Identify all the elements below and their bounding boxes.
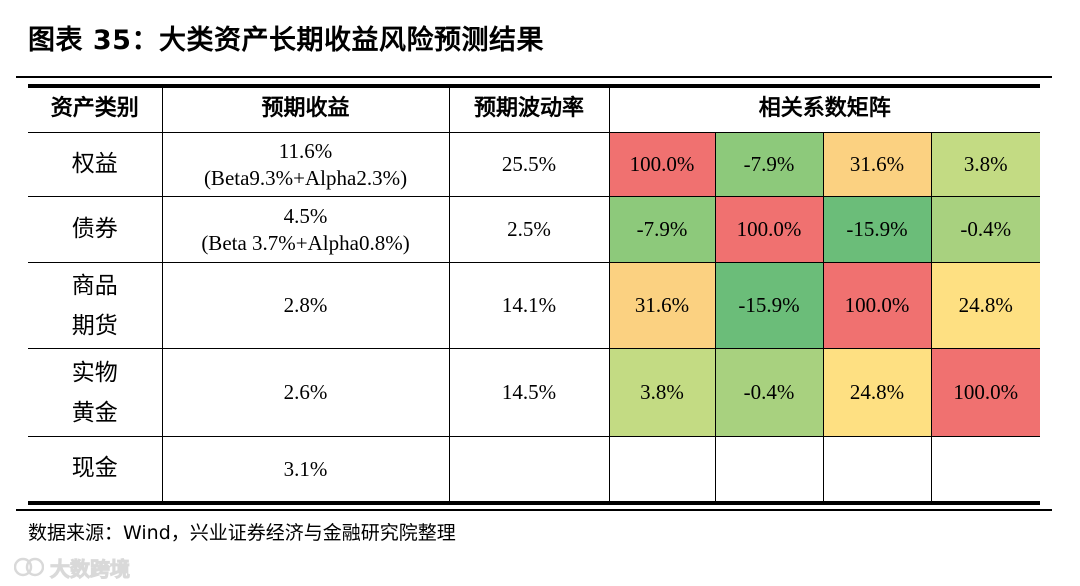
correlation-cell: 100.0% <box>608 132 716 197</box>
asset-name-cell: 债券 <box>28 196 163 263</box>
correlation-cell: -15.9% <box>822 196 932 263</box>
expected-return-cell: 4.5% (Beta 3.7%+Alpha0.8%) <box>161 196 450 263</box>
table-bottom-rule <box>28 501 1040 505</box>
asset-name: 权益 <box>71 151 118 178</box>
correlation-cell: -7.9% <box>608 196 716 263</box>
correlation-cell <box>608 436 716 501</box>
table-row: 债券 4.5% (Beta 3.7%+Alpha0.8%) 2.5% -7.9%… <box>28 196 1041 263</box>
expected-return-cell: 2.8% <box>161 262 450 349</box>
brand-logo-icon <box>14 557 44 577</box>
watermark: 大数跨境 <box>14 552 131 582</box>
asset-name-line2: 黄金 <box>71 399 118 426</box>
volatility-cell: 25.5% <box>448 132 610 197</box>
page-title: 图表 35：大类资产长期收益风险预测结果 <box>28 25 544 56</box>
expected-return-value: 4.5% <box>283 204 328 229</box>
footer-divider <box>16 509 1052 511</box>
correlation-cell: -7.9% <box>714 132 824 197</box>
correlation-cell: -0.4% <box>714 348 824 437</box>
expected-return-cell: 11.6% (Beta9.3%+Alpha2.3%) <box>161 132 450 197</box>
correlation-cell: -15.9% <box>714 262 824 349</box>
expected-return-cell: 2.6% <box>161 348 450 437</box>
correlation-cell: 100.0% <box>930 348 1041 437</box>
volatility-cell: 14.1% <box>448 262 610 349</box>
asset-name-line1: 商品 <box>71 272 118 299</box>
expected-return-cell: 3.1% <box>161 436 450 501</box>
correlation-cell <box>714 436 824 501</box>
header-expected-volatility: 预期波动率 <box>448 86 610 133</box>
asset-name-cell: 现金 <box>28 436 163 501</box>
header-correlation-matrix: 相关系数矩阵 <box>608 86 1041 133</box>
asset-name-cell: 权益 <box>28 132 163 197</box>
header-asset-class: 资产类别 <box>28 86 163 133</box>
correlation-cell <box>822 436 932 501</box>
correlation-cell: 24.8% <box>930 262 1041 349</box>
table-row: 现金 3.1% <box>28 436 1041 501</box>
header-expected-return: 预期收益 <box>161 86 450 133</box>
correlation-cell: 100.0% <box>822 262 932 349</box>
expected-return-detail: (Beta9.3%+Alpha2.3%) <box>203 165 408 190</box>
correlation-cell: 31.6% <box>822 132 932 197</box>
correlation-cell: 24.8% <box>822 348 932 437</box>
correlation-cell: -0.4% <box>930 196 1041 263</box>
watermark-text: 大数跨境 <box>50 556 131 581</box>
correlation-cell: 31.6% <box>608 262 716 349</box>
correlation-cell: 3.8% <box>608 348 716 437</box>
header-row: 资产类别 预期收益 预期波动率 相关系数矩阵 <box>28 86 1041 133</box>
table-row: 权益 11.6% (Beta9.3%+Alpha2.3%) 25.5% 100.… <box>28 132 1041 197</box>
expected-return-detail: (Beta 3.7%+Alpha0.8%) <box>201 230 410 255</box>
risk-return-table: 资产类别 预期收益 预期波动率 相关系数矩阵 权益 11.6% (Beta9.3… <box>28 86 1041 501</box>
title-divider <box>16 76 1052 78</box>
asset-name-line2: 期货 <box>71 312 118 339</box>
correlation-cell: 100.0% <box>714 196 824 263</box>
expected-return-value: 11.6% <box>278 139 333 164</box>
table-row: 实物 黄金 2.6% 14.5% 3.8% -0.4% 24.8% 100.0% <box>28 348 1041 437</box>
asset-name-cell: 商品 期货 <box>28 262 163 349</box>
volatility-cell: 14.5% <box>448 348 610 437</box>
asset-name: 现金 <box>71 455 118 482</box>
asset-name-cell: 实物 黄金 <box>28 348 163 437</box>
table-row: 商品 期货 2.8% 14.1% 31.6% -15.9% 100.0% 24.… <box>28 262 1041 349</box>
volatility-cell <box>448 436 610 501</box>
source-note: 数据来源：Wind，兴业证券经济与金融研究院整理 <box>28 522 456 544</box>
asset-name: 债券 <box>71 216 118 243</box>
asset-name-line1: 实物 <box>71 359 118 386</box>
correlation-cell <box>930 436 1041 501</box>
correlation-cell: 3.8% <box>930 132 1041 197</box>
volatility-cell: 2.5% <box>448 196 610 263</box>
